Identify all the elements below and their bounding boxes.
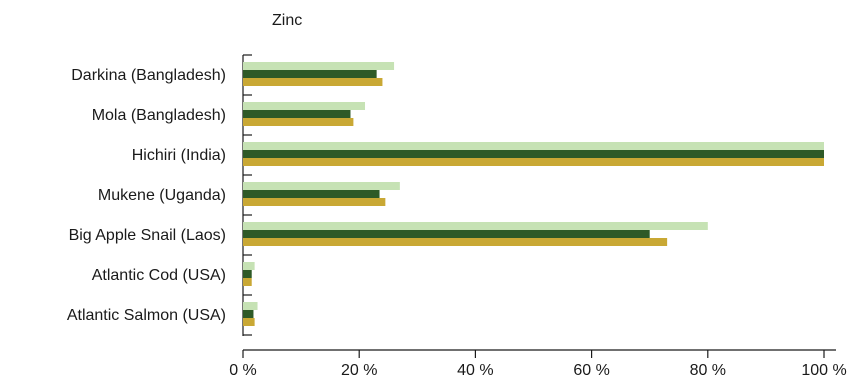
category-label: Hichiri (India) — [132, 147, 226, 164]
x-tick-label: 100 % — [801, 362, 846, 379]
bar — [243, 190, 380, 198]
bar — [243, 70, 377, 78]
bar — [243, 310, 254, 318]
bar — [243, 102, 366, 110]
bar — [243, 222, 708, 230]
bar — [243, 262, 255, 270]
category-label: Darkina (Bangladesh) — [71, 67, 226, 84]
bar — [243, 78, 383, 86]
bar — [243, 270, 252, 278]
x-tick-label: 0 % — [229, 362, 257, 379]
category-label: Mola (Bangladesh) — [92, 107, 226, 124]
x-tick-label: 20 % — [341, 362, 377, 379]
x-tick-label: 80 % — [690, 362, 726, 379]
category-label: Atlantic Salmon (USA) — [67, 307, 226, 324]
x-tick-label: 60 % — [573, 362, 609, 379]
plot-bars — [243, 62, 824, 326]
bar — [243, 142, 824, 150]
bar — [243, 150, 824, 158]
category-label: Atlantic Cod (USA) — [92, 267, 226, 284]
bar — [243, 230, 650, 238]
category-label: Mukene (Uganda) — [98, 187, 226, 204]
bar — [243, 238, 668, 246]
x-tick-label: 40 % — [457, 362, 493, 379]
bar — [243, 62, 395, 70]
bar — [243, 118, 354, 126]
plot-axes — [242, 54, 836, 358]
category-label: Big Apple Snail (Laos) — [69, 227, 226, 244]
bar — [243, 302, 258, 310]
bar — [243, 158, 824, 166]
bar — [243, 182, 400, 190]
bar — [243, 198, 386, 206]
bar — [243, 318, 255, 326]
bar — [243, 110, 351, 118]
x-tick-labels: 0 % 20 % 40 % 60 % 80 % 100 % — [229, 362, 846, 379]
bar — [243, 278, 252, 286]
category-labels: Darkina (Bangladesh) Mola (Bangladesh) Hic… — [67, 67, 226, 324]
chart-title: Zinc — [272, 12, 302, 29]
